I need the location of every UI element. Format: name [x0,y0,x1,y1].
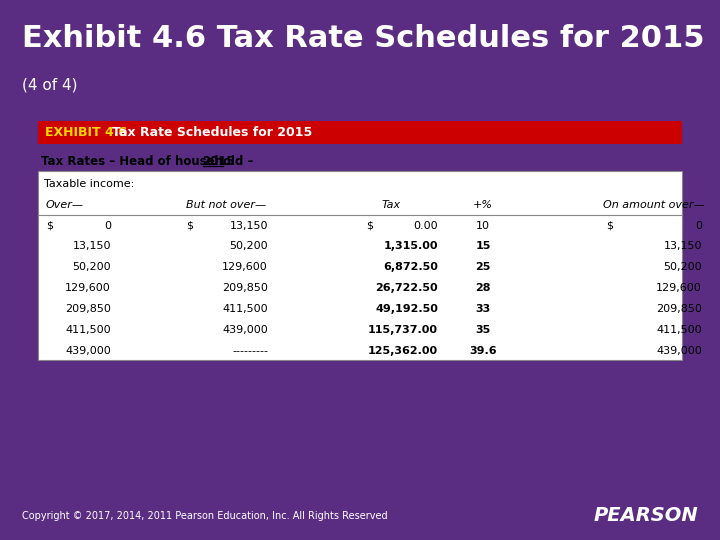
Text: 209,850: 209,850 [656,305,702,314]
Text: On amount over—: On amount over— [603,200,705,210]
Text: PEARSON: PEARSON [594,506,698,525]
Text: 411,500: 411,500 [657,325,702,335]
Text: 411,500: 411,500 [66,325,111,335]
Text: 129,600: 129,600 [656,284,702,293]
Text: Taxable income:: Taxable income: [44,179,134,188]
Text: 10: 10 [476,220,490,231]
Text: 50,200: 50,200 [73,262,111,273]
Text: 6,872.50: 6,872.50 [383,262,438,273]
Text: 35: 35 [475,325,490,335]
Text: $: $ [186,220,193,231]
Text: 209,850: 209,850 [65,305,111,314]
Text: 439,000: 439,000 [222,325,268,335]
Text: 49,192.50: 49,192.50 [375,305,438,314]
Text: 439,000: 439,000 [656,346,702,356]
Text: 28: 28 [475,284,491,293]
Text: Over—: Over— [46,200,84,210]
Text: 129,600: 129,600 [222,262,268,273]
Text: 115,737.00: 115,737.00 [368,325,438,335]
Text: 0.00: 0.00 [413,220,438,231]
Text: +%: +% [473,200,493,210]
Text: 0: 0 [695,220,702,231]
Text: 39.6: 39.6 [469,346,497,356]
Text: Tax Rate Schedules for 2015: Tax Rate Schedules for 2015 [112,126,312,139]
Bar [38,121,682,144]
Text: 50,200: 50,200 [663,262,702,273]
Text: 13,150: 13,150 [230,220,268,231]
Text: $: $ [46,220,53,231]
Text: 0: 0 [104,220,111,231]
Text: EXHIBIT 4.6: EXHIBIT 4.6 [45,126,132,139]
Text: 50,200: 50,200 [230,241,268,252]
Text: ---------: --------- [232,346,268,356]
Text: Tax: Tax [382,200,400,210]
Text: $: $ [606,220,613,231]
Text: 209,850: 209,850 [222,284,268,293]
Text: Exhibit 4.6 Tax Rate Schedules for 2015: Exhibit 4.6 Tax Rate Schedules for 2015 [22,24,704,53]
Text: 33: 33 [475,305,490,314]
Text: 129,600: 129,600 [66,284,111,293]
Text: 15: 15 [475,241,491,252]
Text: 125,362.00: 125,362.00 [368,346,438,356]
Text: $: $ [366,220,373,231]
Text: 25: 25 [475,262,491,273]
Text: 439,000: 439,000 [66,346,111,356]
Text: (4 of 4): (4 of 4) [22,78,77,93]
Bar [38,171,682,360]
Text: Copyright © 2017, 2014, 2011 Pearson Education, Inc. All Rights Reserved: Copyright © 2017, 2014, 2011 Pearson Edu… [22,511,387,521]
Text: 1,315.00: 1,315.00 [384,241,438,252]
Text: Tax Rates – Head of household –: Tax Rates – Head of household – [41,154,258,167]
Text: 13,150: 13,150 [73,241,111,252]
Text: 26,722.50: 26,722.50 [375,284,438,293]
Text: 2015: 2015 [202,154,235,167]
Text: 13,150: 13,150 [664,241,702,252]
Text: But not over—: But not over— [186,200,266,210]
Text: 411,500: 411,500 [222,305,268,314]
